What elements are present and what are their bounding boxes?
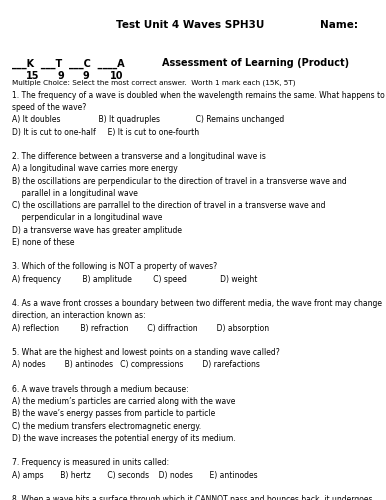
Text: Assessment of Learning (Product): Assessment of Learning (Product) xyxy=(162,58,349,68)
Text: C) the oscillations are parrallel to the direction of travel in a transverse wav: C) the oscillations are parrallel to the… xyxy=(12,201,325,210)
Text: 9: 9 xyxy=(83,71,90,81)
Text: A) reflection         B) refraction        C) diffraction        D) absorption: A) reflection B) refraction C) diffracti… xyxy=(12,324,269,332)
Text: Test Unit 4 Waves SPH3U: Test Unit 4 Waves SPH3U xyxy=(116,20,264,30)
Text: 9: 9 xyxy=(57,71,64,81)
Text: 8. When a wave hits a surface through which it CANNOT pass and bounces back, it : 8. When a wave hits a surface through wh… xyxy=(12,495,372,500)
Text: A) a longitudinal wave carries more energy: A) a longitudinal wave carries more ener… xyxy=(12,164,177,173)
Text: B) the oscillations are perpendicular to the direction of travel in a transverse: B) the oscillations are perpendicular to… xyxy=(12,176,346,186)
Text: A) frequency         B) amplitude         C) speed              D) weight: A) frequency B) amplitude C) speed D) we… xyxy=(12,274,257,283)
Text: D) the wave increases the potential energy of its medium.: D) the wave increases the potential ener… xyxy=(12,434,235,443)
Text: D) It is cut to one-half     E) It is cut to one-fourth: D) It is cut to one-half E) It is cut to… xyxy=(12,128,199,136)
Text: 3. Which of the following is NOT a property of waves?: 3. Which of the following is NOT a prope… xyxy=(12,262,217,272)
Text: speed of the wave?: speed of the wave? xyxy=(12,104,86,112)
Text: A) nodes        B) antinodes   C) compressions        D) rarefactions: A) nodes B) antinodes C) compressions D)… xyxy=(12,360,259,370)
Text: parallel in a longitudinal wave: parallel in a longitudinal wave xyxy=(12,189,137,198)
Text: 4. As a wave front crosses a boundary between two different media, the wave fron: 4. As a wave front crosses a boundary be… xyxy=(12,299,382,308)
Text: 7. Frequency is measured in units called:: 7. Frequency is measured in units called… xyxy=(12,458,169,468)
Text: A) the medium’s particles are carried along with the wave: A) the medium’s particles are carried al… xyxy=(12,397,235,406)
Text: 5. What are the highest and lowest points on a standing wave called?: 5. What are the highest and lowest point… xyxy=(12,348,279,357)
Text: C) the medium transfers electromagnetic energy.: C) the medium transfers electromagnetic … xyxy=(12,422,201,430)
Text: perpendicular in a longitudinal wave: perpendicular in a longitudinal wave xyxy=(12,214,162,222)
Text: B) the wave’s energy passes from particle to particle: B) the wave’s energy passes from particl… xyxy=(12,410,215,418)
Text: Multiple Choice: Select the most correct answer.  Worth 1 mark each (15K, 5T): Multiple Choice: Select the most correct… xyxy=(12,80,295,86)
Text: 1. The frequency of a wave is doubled when the wavelength remains the same. What: 1. The frequency of a wave is doubled wh… xyxy=(12,91,386,100)
Text: 2. The difference between a transverse and a longitudinal wave is: 2. The difference between a transverse a… xyxy=(12,152,266,161)
Text: A) amps       B) hertz       C) seconds    D) nodes       E) antinodes: A) amps B) hertz C) seconds D) nodes E) … xyxy=(12,470,257,480)
Text: ___K  ___T  ___C  ____A: ___K ___T ___C ____A xyxy=(12,58,124,69)
Text: direction, an interaction known as:: direction, an interaction known as: xyxy=(12,312,145,320)
Text: D) a transverse wave has greater amplitude: D) a transverse wave has greater amplitu… xyxy=(12,226,181,234)
Text: 10: 10 xyxy=(110,71,124,81)
Text: Name:: Name: xyxy=(320,20,358,30)
Text: A) It doubles                B) It quadruples               C) Remains unchanged: A) It doubles B) It quadruples C) Remain… xyxy=(12,116,284,124)
Text: 6. A wave travels through a medium because:: 6. A wave travels through a medium becau… xyxy=(12,385,188,394)
Text: 15: 15 xyxy=(26,71,40,81)
Text: E) none of these: E) none of these xyxy=(12,238,74,247)
